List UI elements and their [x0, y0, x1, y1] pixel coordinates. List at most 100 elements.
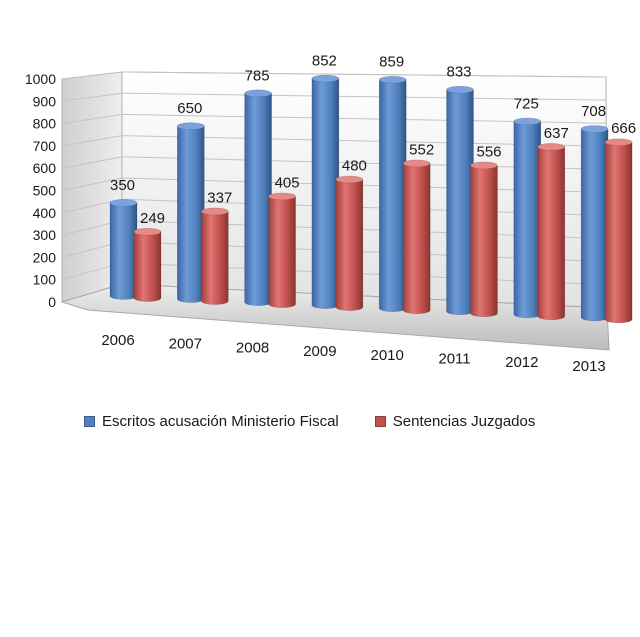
y-tick-label: 900	[33, 93, 57, 109]
bar-escritos-2011	[446, 85, 474, 316]
bar-escritos-2012	[513, 117, 542, 319]
data-label: 666	[611, 120, 636, 137]
bar-top	[402, 159, 431, 168]
bar-body	[335, 179, 364, 311]
bar-top	[177, 122, 205, 130]
y-tick-label: 600	[33, 160, 57, 176]
x-tick-label: 2010	[371, 347, 404, 364]
bar-top	[470, 161, 498, 170]
x-tick-label: 2009	[303, 343, 336, 360]
data-label: 785	[245, 67, 270, 84]
gridline-side	[61, 156, 123, 169]
data-label: 405	[275, 174, 300, 191]
bar-sentencias-2006	[133, 227, 162, 302]
y-tick-label: 100	[33, 272, 57, 288]
y-tick-label: 800	[33, 116, 57, 132]
y-tick-label: 700	[33, 138, 57, 154]
y-tick-label: 0	[48, 294, 56, 310]
bar-top	[311, 74, 340, 83]
data-label: 708	[581, 103, 606, 120]
legend-item-series-2: Sentencias Juzgados	[374, 413, 536, 430]
x-tick-label: 2011	[438, 351, 470, 368]
bar-top	[244, 89, 272, 98]
bar-top	[109, 199, 138, 207]
data-label: 725	[514, 95, 539, 112]
data-label: 637	[544, 125, 569, 142]
bar-escritos-2006	[109, 199, 138, 300]
data-label: 556	[476, 143, 501, 160]
bar-sentencias-2012	[537, 143, 566, 321]
data-label: 480	[342, 157, 367, 174]
bar-top	[537, 143, 566, 151]
bar-escritos-2013	[580, 125, 609, 322]
gridline-side	[61, 177, 123, 191]
bar-escritos-2007	[177, 122, 205, 303]
data-label: 337	[207, 189, 232, 206]
data-label: 859	[379, 54, 404, 71]
legend: Escritos acusación Ministerio Fiscal Sen…	[84, 413, 571, 430]
bar-body	[580, 128, 609, 322]
data-label: 249	[140, 210, 165, 227]
x-tick-label: 2008	[236, 339, 269, 356]
legend-item-series-1: Escritos acusación Ministerio Fiscal	[84, 413, 339, 430]
y-tick-label: 400	[33, 205, 57, 221]
bar-body	[268, 196, 296, 308]
bar-top	[335, 175, 364, 184]
data-label: 650	[177, 100, 202, 117]
gridline-side	[61, 135, 123, 147]
data-label: 350	[110, 177, 135, 194]
x-tick-label: 2007	[169, 336, 202, 353]
data-labels: 350 249 650 337 785 405 852 480 859 552 833 556 725 6…	[110, 53, 636, 227]
y-tick-label: 500	[33, 183, 57, 199]
bar-body	[201, 211, 229, 305]
x-axis-ticks: 2006 2007 2008 2009 2010 2011 2012 2013	[101, 332, 605, 375]
bar-sentencias-2007	[201, 207, 229, 305]
data-label: 852	[312, 53, 337, 70]
bar-body	[470, 165, 498, 318]
bar-sentencias-2008	[268, 192, 296, 308]
x-tick-label: 2006	[101, 332, 134, 349]
data-label: 833	[446, 64, 471, 81]
bar-body	[378, 79, 407, 312]
gridline-side	[61, 113, 123, 125]
bar-body	[446, 89, 474, 316]
bar-body	[177, 125, 205, 303]
legend-swatch-series-1	[84, 416, 95, 427]
bars	[109, 74, 633, 324]
y-axis-ticks: 0 100 200 300 400 500 600 700 800 900 1000	[25, 71, 56, 310]
bar-sentencias-2013	[604, 138, 633, 324]
y-tick-label: 200	[33, 249, 57, 265]
bar-body	[604, 141, 633, 324]
y-tick-label: 300	[33, 227, 57, 243]
y-tick-label: 1000	[25, 71, 56, 87]
bar-top	[201, 207, 229, 216]
bar-top	[604, 138, 633, 146]
bar-escritos-2009	[311, 74, 340, 309]
x-tick-label: 2012	[505, 354, 538, 371]
gridline	[121, 92, 607, 101]
bar-top	[133, 227, 162, 236]
bar-sentencias-2009	[335, 175, 364, 311]
bar-escritos-2010	[378, 75, 407, 312]
bar-body	[244, 92, 272, 306]
legend-label-series-2: Sentencias Juzgados	[392, 413, 536, 430]
legend-swatch-series-2	[374, 416, 386, 427]
bar-top	[268, 192, 296, 201]
bar-top	[580, 125, 609, 133]
bar-body	[537, 146, 566, 321]
bar-sentencias-2011	[470, 161, 498, 318]
bar-body	[311, 78, 340, 309]
x-tick-label: 2013	[572, 358, 605, 375]
bar-body	[109, 202, 138, 300]
bar-body	[513, 121, 542, 319]
bar-body	[133, 231, 162, 302]
bar-sentencias-2010	[402, 159, 431, 314]
data-label: 552	[409, 141, 434, 158]
bar-top	[513, 117, 542, 126]
gridline-side	[61, 92, 123, 102]
bar-top	[446, 85, 474, 94]
bar-body	[402, 163, 431, 314]
bar-escritos-2008	[244, 89, 272, 306]
gridline	[121, 71, 607, 78]
